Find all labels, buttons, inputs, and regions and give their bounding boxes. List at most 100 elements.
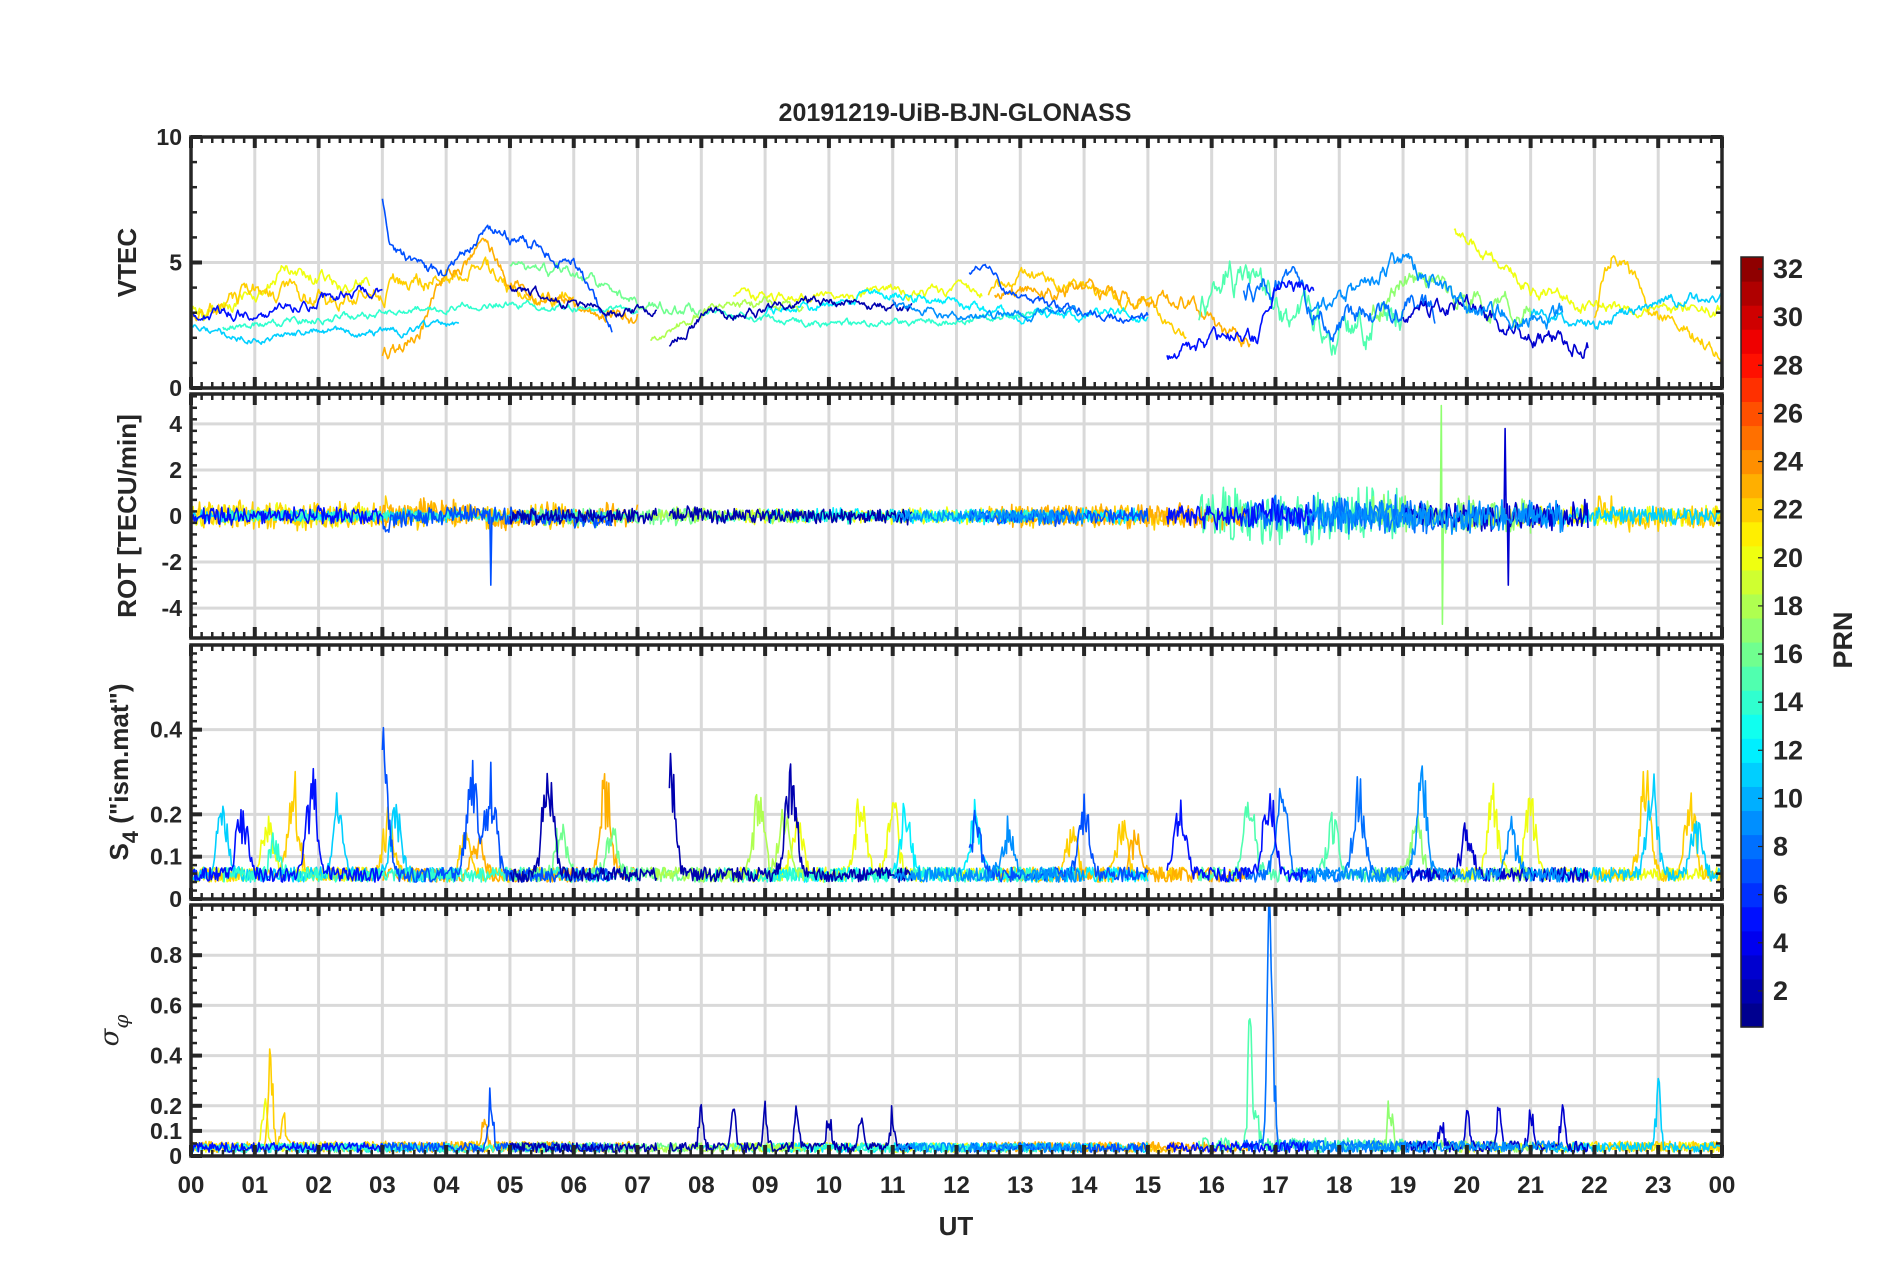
colorbar-label: PRN (1828, 611, 1858, 668)
series-line-prn-20 (1453, 782, 1722, 883)
series-line-prn-9 (891, 299, 1085, 323)
axes-frame (189, 135, 1724, 390)
y-axis-label-main: σ (95, 1027, 125, 1046)
series-line-prn-9 (891, 508, 1085, 525)
y-tick-label: 10 (156, 124, 182, 150)
colorbar-tick-label: 2 (1773, 976, 1788, 1006)
colorbar-tick-label: 20 (1773, 543, 1803, 573)
colorbar-band (1741, 930, 1763, 956)
colorbar-band (1741, 858, 1763, 884)
x-tick-label: 00 (178, 1172, 205, 1199)
colorbar-band (1741, 593, 1763, 619)
series-line-prn-18 (650, 295, 805, 341)
series-group (191, 726, 1722, 883)
colorbar-band (1741, 690, 1763, 715)
colorbar-tick-label: 26 (1773, 398, 1803, 428)
x-tick-label: 19 (1390, 1172, 1417, 1199)
y-tick-label: 0 (169, 375, 182, 401)
series-line-prn-11 (1529, 1077, 1722, 1153)
y-axis-label-main: S (104, 843, 134, 860)
series-line-prn-2 (668, 1100, 913, 1153)
y-axis-label-rest: ("ism.mat") (104, 683, 134, 830)
series-line-prn-2 (509, 507, 658, 526)
series-line-prn-22 (1593, 495, 1722, 533)
colorbar-band (1741, 762, 1763, 787)
colorbar-tick-label: 32 (1773, 254, 1803, 284)
colorbar-band (1741, 305, 1763, 330)
y-tick-label: 0.8 (150, 942, 182, 968)
series-line-prn-14 (222, 299, 639, 332)
colorbar-band (1741, 329, 1763, 354)
colorbar-tick-label: 28 (1773, 350, 1803, 380)
panel-s4: 0 0.1 0.2 0.4 S4 ("ism.mat") (104, 643, 1724, 912)
series-line-prn-5 (191, 284, 383, 323)
y-tick-label: 0.2 (150, 1093, 182, 1119)
series-line-prn-8 (1242, 265, 1436, 343)
series-line-prn-20 (732, 279, 983, 303)
colorbar-tick-label: 8 (1773, 832, 1788, 862)
colorbar-band (1741, 666, 1763, 691)
series-line-prn-5 (1166, 279, 1315, 361)
series-group (191, 198, 1722, 365)
colorbar-band (1741, 714, 1763, 739)
colorbar-band (1741, 401, 1763, 427)
series-line-prn-11 (191, 319, 460, 346)
x-tick-label: 05 (497, 1172, 524, 1199)
x-tick-label: 04 (433, 1172, 460, 1199)
series-line-prn-2 (509, 285, 658, 318)
series-line-prn-23 (994, 829, 1251, 883)
colorbar-tick-label: 16 (1773, 639, 1803, 669)
colorbar-band (1741, 425, 1763, 451)
colorbar-band (1741, 810, 1763, 836)
colorbar-band (1741, 521, 1763, 547)
colorbar-tick-label: 14 (1773, 687, 1803, 717)
colorbar-band (1741, 497, 1763, 523)
panel-vtec: 0 5 10 VTEC (112, 124, 1724, 401)
x-tick-label: 16 (1198, 1172, 1225, 1199)
x-tick-label: 03 (369, 1172, 396, 1199)
series-line-prn-9 (1306, 499, 1564, 536)
x-tick-label: 22 (1581, 1172, 1608, 1199)
series-line-prn-7 (968, 507, 1149, 528)
colorbar-tick-label: 18 (1773, 591, 1803, 621)
colorbar-tick-label: 6 (1773, 880, 1788, 910)
series-line-prn-5 (1166, 497, 1315, 531)
y-tick-label: 2 (169, 457, 182, 483)
colorbar-band (1741, 954, 1763, 980)
x-tick-label: 07 (624, 1172, 651, 1199)
colorbar-tick-label: 4 (1773, 928, 1788, 958)
x-tick-label: 20 (1453, 1172, 1480, 1199)
series-line-prn-2 (509, 772, 658, 883)
series-line-prn-5 (191, 767, 384, 883)
colorbar-tick-label: 24 (1773, 447, 1803, 477)
colorbar-band (1741, 738, 1763, 763)
y-tick-label: 0.6 (150, 992, 182, 1018)
x-tick-label: 14 (1071, 1172, 1098, 1199)
axes-frame (189, 903, 1724, 1158)
x-tick-label: 12 (943, 1172, 970, 1199)
colorbar-band (1741, 1002, 1763, 1028)
x-tick-label: 08 (688, 1172, 715, 1199)
y-tick-label: 0 (169, 503, 182, 529)
series-line-prn-16 (509, 261, 702, 318)
y-tick-label: 5 (169, 250, 182, 276)
colorbar-tick-label: 22 (1773, 495, 1803, 525)
colorbar-band (1741, 786, 1763, 812)
colorbar-band (1741, 642, 1763, 667)
y-tick-label: 0.1 (150, 1118, 182, 1144)
series-line-prn-20 (1453, 228, 1722, 319)
x-tick-label: 02 (305, 1172, 332, 1199)
series-line-prn-9 (1306, 252, 1564, 330)
x-tick-label: 06 (560, 1172, 587, 1199)
x-tick-label: 01 (241, 1172, 268, 1199)
series-line-prn-23 (994, 278, 1251, 348)
y-tick-label: 0.2 (150, 801, 182, 827)
series-line-prn-12 (764, 288, 1149, 325)
colorbar-band (1741, 978, 1763, 1004)
series-line-prn-14 (700, 305, 1053, 328)
series-line-prn-7 (968, 793, 1149, 883)
series-group (191, 404, 1722, 626)
